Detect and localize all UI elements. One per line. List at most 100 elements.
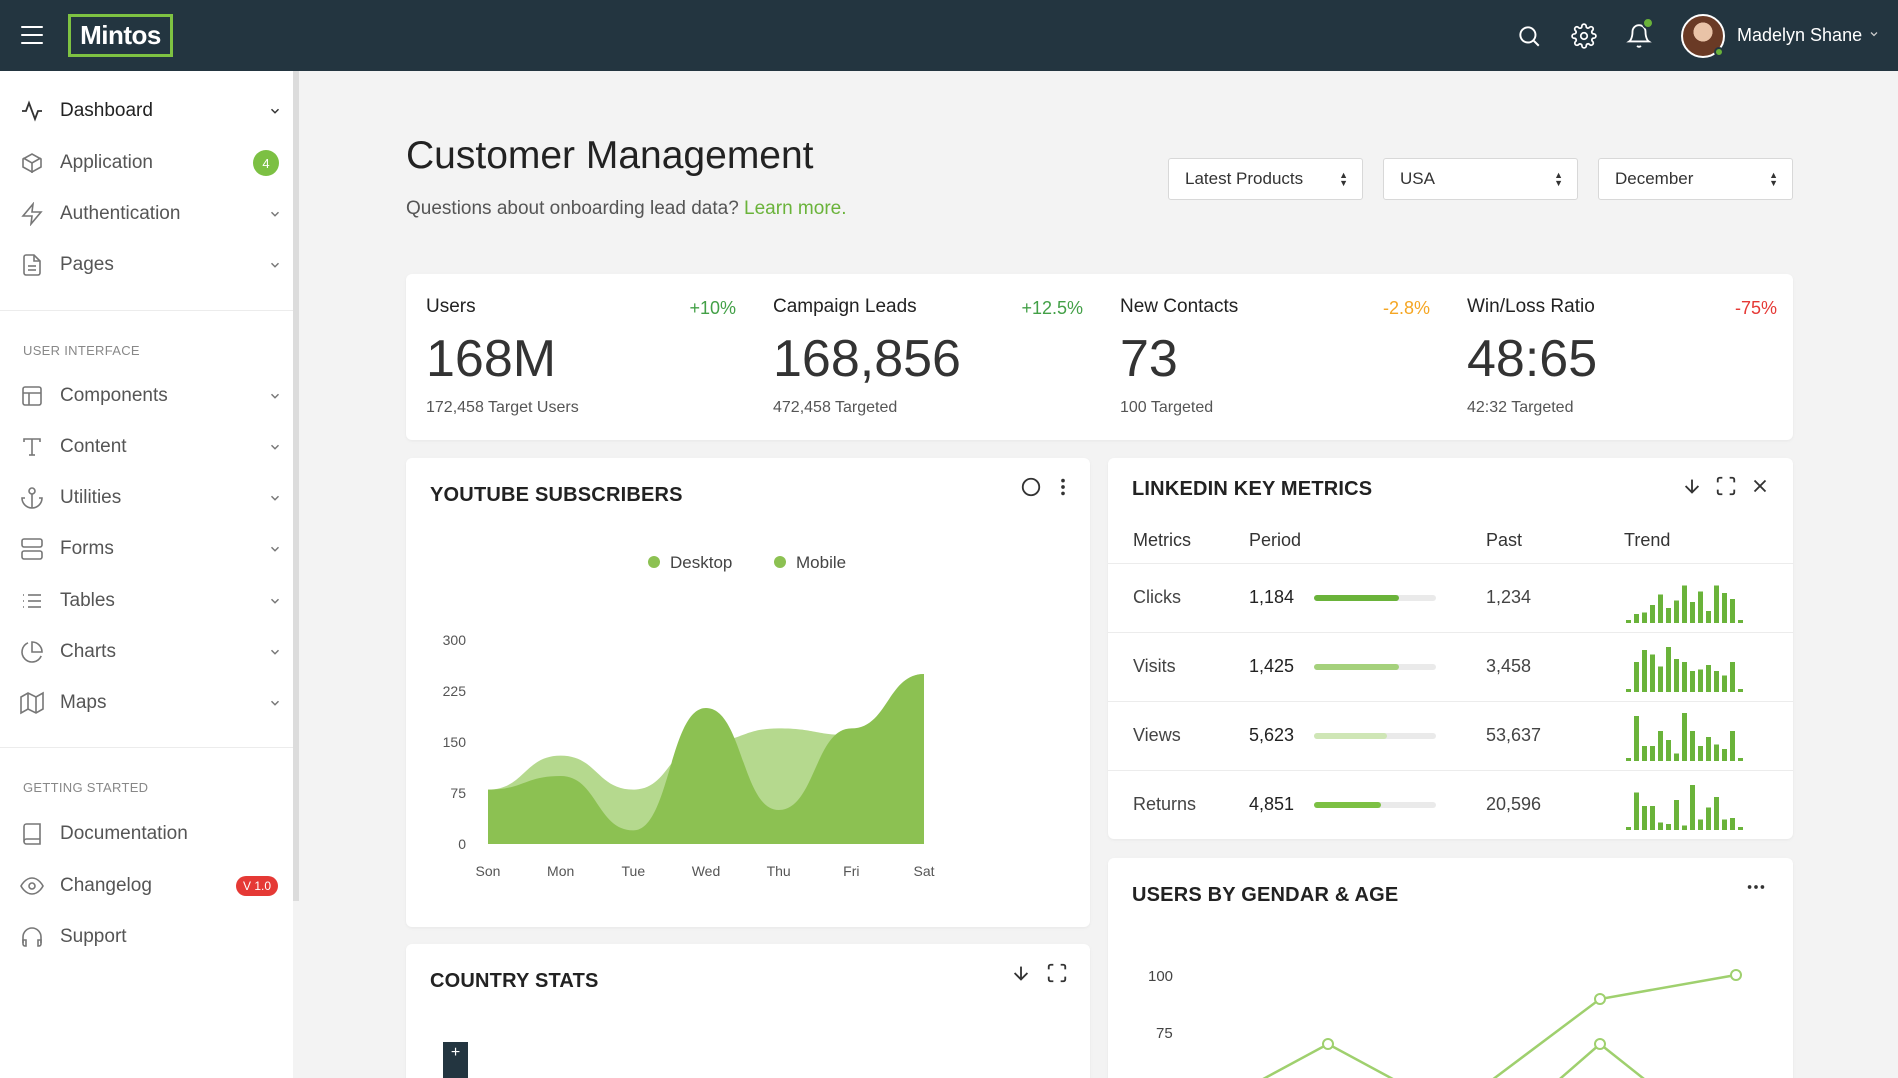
- arrow-down-icon[interactable]: [1681, 475, 1703, 497]
- type-icon: [20, 435, 44, 459]
- chevron-down-icon: [268, 542, 282, 556]
- trend-bar: [1714, 585, 1719, 623]
- trend-bar: [1642, 746, 1647, 761]
- trend-bar: [1730, 731, 1735, 761]
- trend-sparkline: [1626, 713, 1743, 761]
- stat-value: 168,856: [773, 330, 961, 388]
- trend-bar: [1634, 792, 1639, 830]
- sidebar-item-label: Dashboard: [60, 100, 153, 121]
- sidebar-item-pages[interactable]: Pages: [0, 243, 293, 287]
- trend-bar: [1626, 827, 1631, 830]
- gear-icon[interactable]: [1571, 23, 1597, 49]
- sidebar-item-components[interactable]: Components: [0, 374, 293, 418]
- menu-toggle-icon[interactable]: [21, 26, 43, 45]
- chevron-down-icon: [268, 594, 282, 608]
- column-header-trend: Trend: [1624, 530, 1671, 550]
- card-title: COUNTRY STATS: [430, 970, 599, 992]
- trend-bar: [1650, 605, 1655, 623]
- learn-more-link[interactable]: Learn more.: [744, 198, 847, 219]
- circle-icon[interactable]: [1020, 476, 1042, 498]
- country-select[interactable]: USA ▲ ▼: [1383, 158, 1578, 200]
- headphones-icon: [20, 925, 44, 949]
- file-icon: [20, 253, 44, 277]
- column-header-metrics: Metrics: [1133, 530, 1191, 550]
- row-divider: [1108, 632, 1793, 633]
- gender-age-line-chart: 100 75: [1148, 968, 1742, 1078]
- trend-bar: [1642, 612, 1647, 623]
- month-select[interactable]: December ▲ ▼: [1598, 158, 1793, 200]
- fullscreen-icon[interactable]: [1046, 962, 1068, 984]
- stats-card: Users +10% 168M 172,458 Target Users Cam…: [406, 274, 1793, 440]
- trend-bar: [1706, 807, 1711, 830]
- stat-campaign-leads: Campaign Leads +12.5% 168,856 472,458 Ta…: [753, 274, 1083, 440]
- arrow-down-icon[interactable]: [1010, 962, 1032, 984]
- stat-value: 73: [1120, 330, 1178, 388]
- stat-target: 100 Targeted: [1120, 399, 1214, 416]
- progress-fill: [1314, 802, 1382, 808]
- legend-desktop: Desktop: [670, 553, 732, 572]
- gender-age-card: USERS BY GENDAR & AGE 100 75: [1108, 858, 1793, 1078]
- sidebar-item-dashboard[interactable]: Dashboard: [0, 89, 293, 133]
- legend-mobile-swatch: [774, 556, 786, 568]
- metric-past: 1,234: [1486, 587, 1532, 607]
- sidebar-item-label: Authentication: [60, 203, 181, 224]
- trend-bar: [1730, 818, 1735, 830]
- trend-bar: [1634, 614, 1639, 623]
- map-zoom-in-button[interactable]: +: [443, 1042, 468, 1078]
- product-select[interactable]: Latest Products ▲ ▼: [1168, 158, 1363, 200]
- y-tick-label: 75: [450, 785, 466, 801]
- chevron-down-icon[interactable]: [1868, 28, 1880, 43]
- sidebar-item-utilities[interactable]: Utilities: [0, 476, 293, 520]
- trend-bar: [1674, 600, 1679, 623]
- version-badge: V 1.0: [236, 876, 279, 896]
- page-subtitle: Questions about onboarding lead data? Le…: [406, 198, 847, 220]
- search-icon[interactable]: [1516, 23, 1542, 49]
- sidebar-item-application[interactable]: Application 4: [0, 141, 293, 185]
- sidebar-item-changelog[interactable]: Changelog V 1.0: [0, 864, 293, 908]
- trend-sparkline: [1626, 647, 1743, 692]
- count-badge: 4: [253, 150, 279, 176]
- trend-bar: [1706, 665, 1711, 692]
- trend-bar: [1730, 662, 1735, 692]
- sidebar-item-authentication[interactable]: Authentication: [0, 192, 293, 236]
- trend-bar: [1666, 647, 1671, 692]
- eye-icon: [20, 874, 44, 898]
- more-horizontal-icon[interactable]: [1745, 876, 1767, 898]
- trend-bar: [1674, 800, 1679, 830]
- sidebar-item-content[interactable]: Content: [0, 425, 293, 469]
- trend-bar: [1658, 822, 1663, 830]
- logo[interactable]: Mintos: [68, 14, 173, 57]
- column-header-past: Past: [1486, 530, 1523, 550]
- close-icon[interactable]: [1749, 475, 1771, 497]
- trend-bar: [1690, 671, 1695, 692]
- map-icon: [20, 691, 44, 715]
- sidebar-item-tables[interactable]: Tables: [0, 579, 293, 623]
- sidebar-scrollbar[interactable]: [293, 71, 299, 901]
- trend-bar: [1698, 669, 1703, 692]
- trend-bar: [1690, 785, 1695, 830]
- trend-bar: [1690, 602, 1695, 623]
- trend-bar: [1722, 749, 1727, 761]
- stat-value: 168M: [426, 330, 557, 388]
- sidebar-item-documentation[interactable]: Documentation: [0, 812, 293, 856]
- fullscreen-icon[interactable]: [1715, 475, 1737, 497]
- stat-label: Win/Loss Ratio: [1467, 296, 1595, 317]
- zap-icon: [20, 201, 44, 227]
- sidebar-item-forms[interactable]: Forms: [0, 527, 293, 571]
- sidebar-item-label: Maps: [60, 692, 107, 713]
- user-name[interactable]: Madelyn Shane: [1737, 25, 1863, 45]
- sidebar-item-maps[interactable]: Maps: [0, 681, 293, 725]
- sidebar-item-support[interactable]: Support: [0, 915, 293, 959]
- trend-bar: [1634, 716, 1639, 761]
- x-tick-label: Wed: [692, 863, 721, 879]
- area-series-desktop: [488, 674, 924, 844]
- stat-target: 42:32 Targeted: [1467, 399, 1574, 416]
- trend-bar: [1714, 797, 1719, 830]
- avatar[interactable]: [1681, 14, 1725, 58]
- sidebar-item-charts[interactable]: Charts: [0, 630, 293, 674]
- notification-dot: [1642, 17, 1654, 29]
- more-vertical-icon[interactable]: [1052, 476, 1074, 498]
- bell-icon[interactable]: [1626, 17, 1654, 49]
- trend-bar: [1626, 620, 1631, 623]
- metric-past: 53,637: [1486, 725, 1542, 745]
